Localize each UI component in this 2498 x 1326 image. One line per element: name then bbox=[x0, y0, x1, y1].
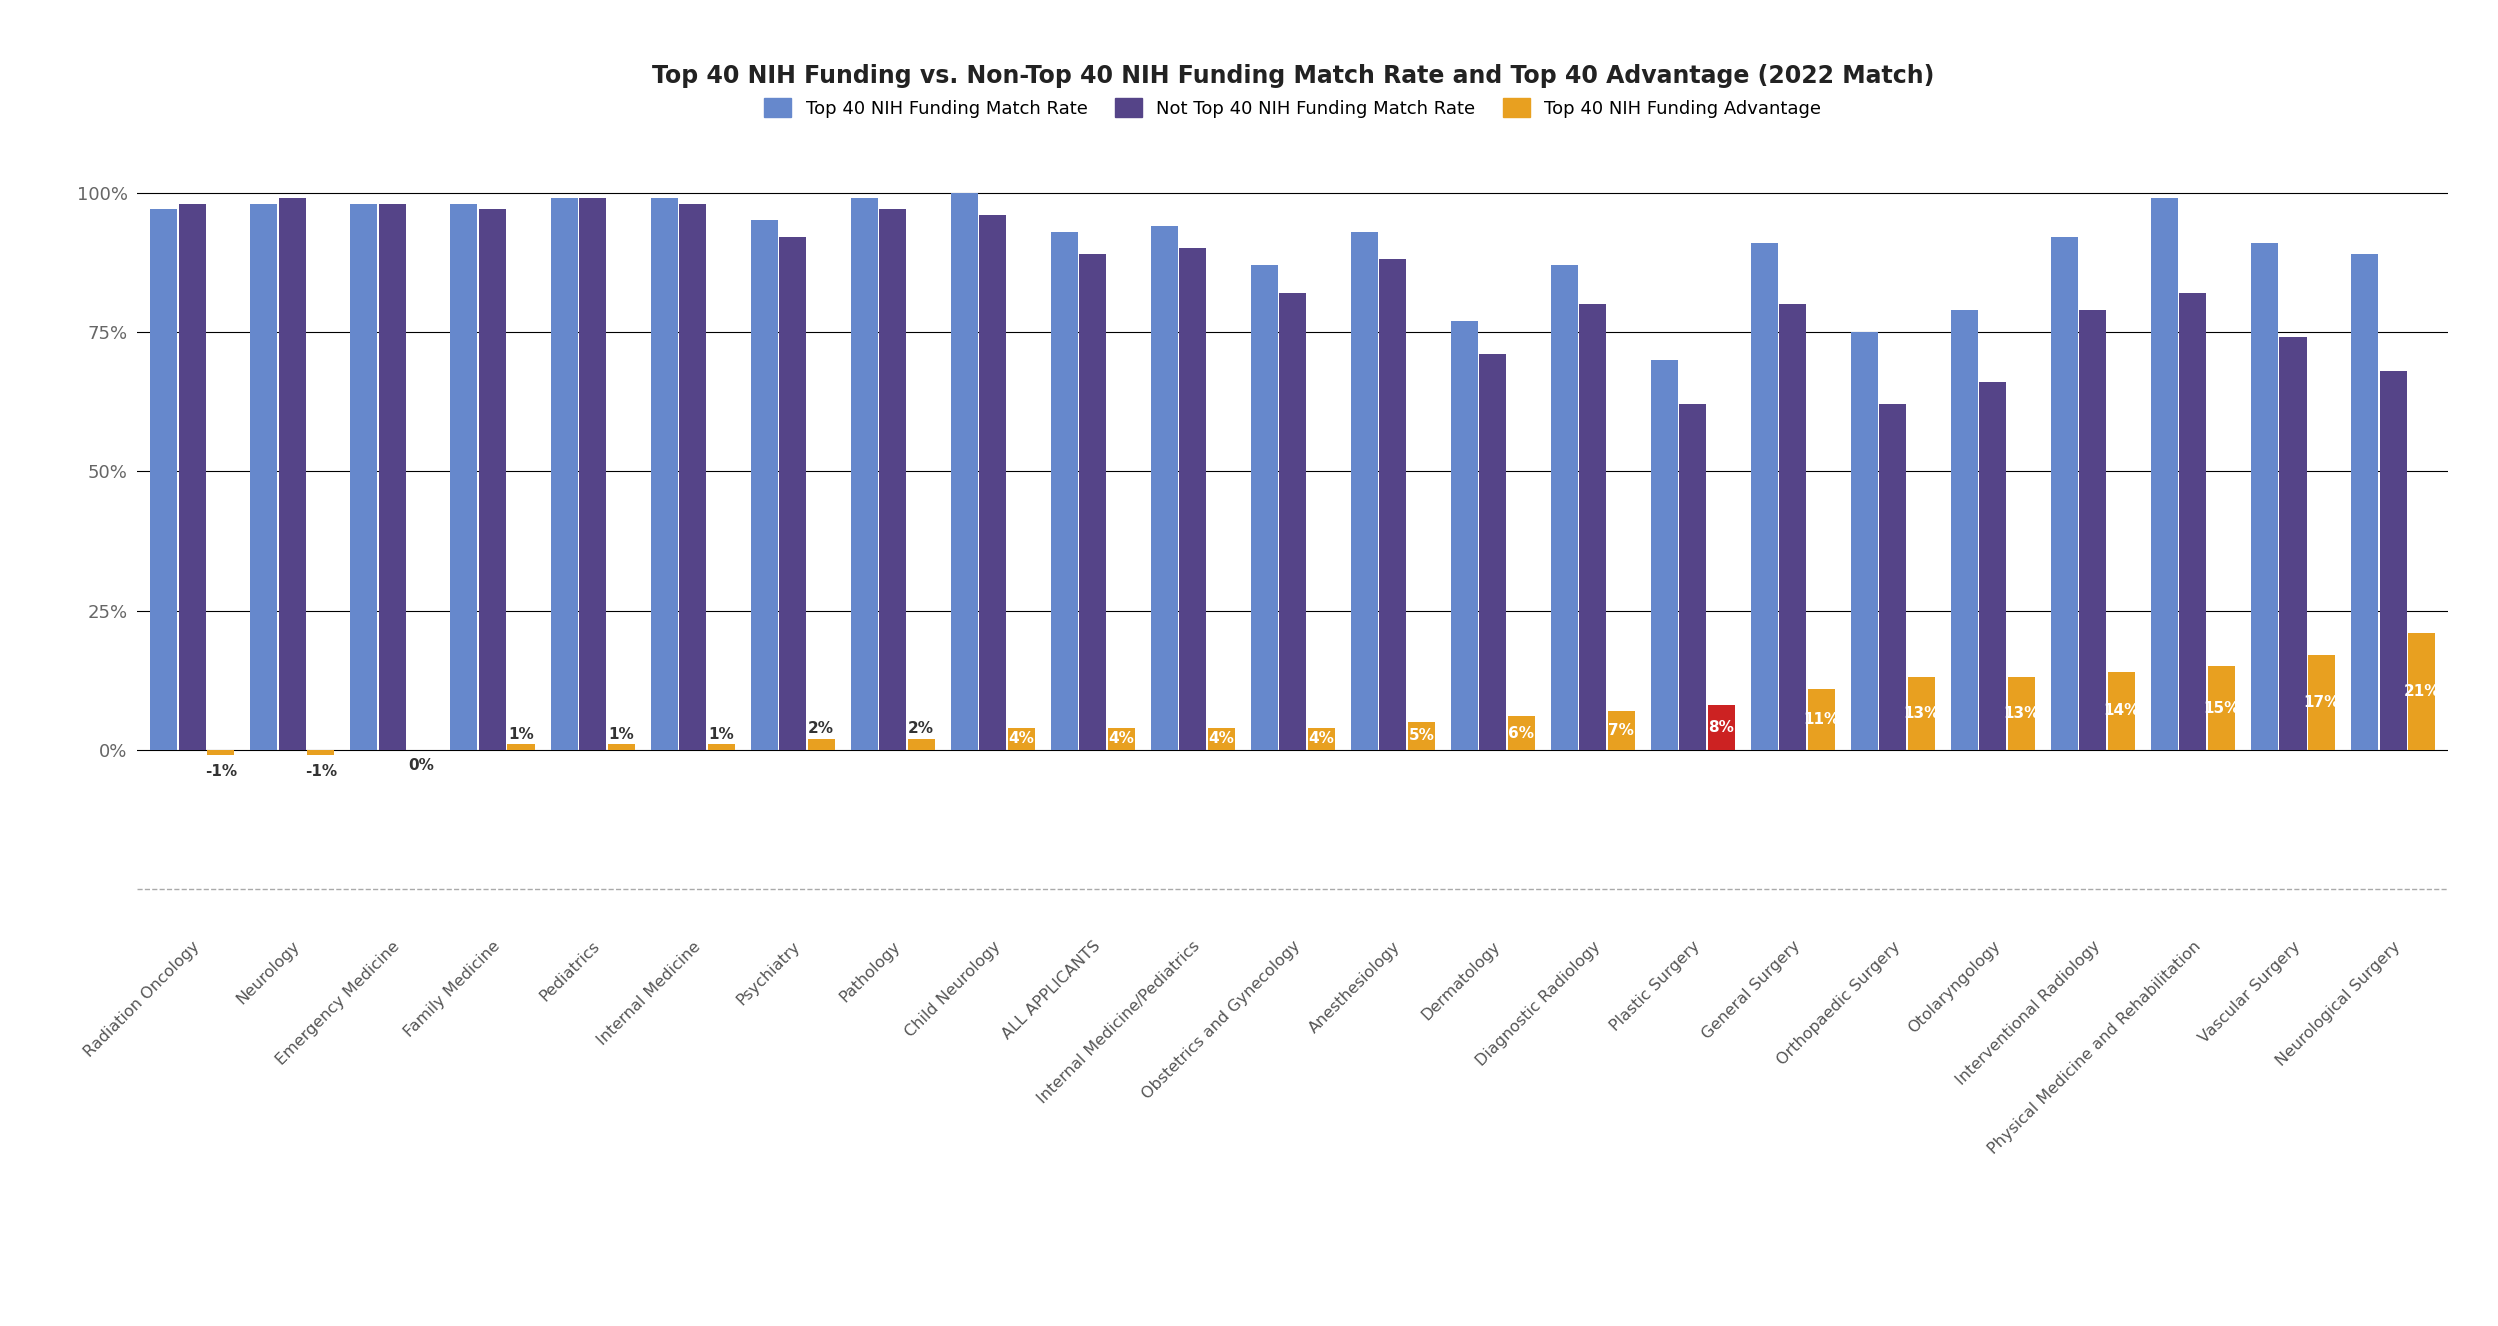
Bar bbox=[2351, 253, 2378, 751]
Bar bbox=[907, 739, 934, 751]
Bar bbox=[749, 220, 777, 751]
Bar bbox=[2178, 293, 2206, 751]
Bar bbox=[1079, 253, 1107, 751]
Text: 13%: 13% bbox=[1903, 707, 1938, 721]
Bar bbox=[707, 744, 734, 751]
Bar bbox=[250, 204, 277, 751]
Bar bbox=[1951, 309, 1978, 751]
Text: 15%: 15% bbox=[2203, 700, 2241, 716]
Bar bbox=[150, 210, 177, 751]
Bar bbox=[1052, 232, 1077, 751]
Bar bbox=[1279, 293, 1306, 751]
Bar bbox=[1007, 728, 1034, 751]
Bar bbox=[1107, 728, 1134, 751]
Bar bbox=[450, 204, 477, 751]
Bar bbox=[207, 751, 235, 756]
Bar bbox=[1609, 711, 1634, 751]
Bar bbox=[350, 204, 377, 751]
Bar bbox=[1179, 248, 1207, 751]
Bar bbox=[2008, 678, 2036, 751]
Bar bbox=[879, 210, 907, 751]
Bar bbox=[1152, 225, 1177, 751]
Text: 17%: 17% bbox=[2303, 695, 2341, 709]
Bar bbox=[2308, 655, 2336, 751]
Bar bbox=[1851, 332, 1878, 751]
Bar bbox=[1551, 265, 1579, 751]
Text: 1%: 1% bbox=[507, 727, 535, 741]
Bar bbox=[180, 204, 205, 751]
Bar bbox=[2051, 237, 2078, 751]
Text: 0%: 0% bbox=[407, 758, 435, 773]
Bar bbox=[1779, 304, 1806, 751]
Bar bbox=[1679, 404, 1706, 751]
Text: 5%: 5% bbox=[1409, 728, 1434, 744]
Text: 8%: 8% bbox=[1709, 720, 1734, 735]
Text: 1%: 1% bbox=[707, 727, 734, 741]
Bar bbox=[1751, 243, 1779, 751]
Text: -1%: -1% bbox=[305, 764, 337, 778]
Text: -1%: -1% bbox=[205, 764, 237, 778]
Bar bbox=[852, 198, 877, 751]
Text: 7%: 7% bbox=[1609, 723, 1634, 737]
Bar bbox=[550, 198, 577, 751]
Text: 2%: 2% bbox=[909, 721, 934, 736]
Text: 4%: 4% bbox=[1009, 731, 1034, 747]
Bar bbox=[952, 192, 977, 751]
Bar bbox=[1809, 688, 1836, 751]
Bar bbox=[2381, 371, 2406, 751]
Bar bbox=[2281, 337, 2306, 751]
Bar bbox=[307, 751, 335, 756]
Bar bbox=[649, 198, 677, 751]
Bar bbox=[2078, 309, 2106, 751]
Bar bbox=[480, 210, 507, 751]
Bar bbox=[1978, 382, 2006, 751]
Text: 11%: 11% bbox=[1804, 712, 1839, 727]
Bar bbox=[2151, 198, 2178, 751]
Text: 21%: 21% bbox=[2403, 684, 2441, 699]
Bar bbox=[1908, 678, 1936, 751]
Bar bbox=[1579, 304, 1606, 751]
Bar bbox=[607, 744, 634, 751]
Bar bbox=[2208, 666, 2236, 751]
Text: 14%: 14% bbox=[2103, 703, 2141, 719]
Text: 6%: 6% bbox=[1509, 725, 1534, 741]
Bar bbox=[979, 215, 1007, 751]
Text: 2%: 2% bbox=[807, 721, 834, 736]
Bar bbox=[1651, 359, 1679, 751]
Bar bbox=[1451, 321, 1479, 751]
Bar bbox=[679, 204, 707, 751]
Bar bbox=[1309, 728, 1334, 751]
Bar bbox=[2108, 672, 2136, 751]
Bar bbox=[1709, 705, 1734, 751]
Bar bbox=[580, 198, 607, 751]
Bar bbox=[807, 739, 834, 751]
Bar bbox=[507, 744, 535, 751]
Bar bbox=[380, 204, 407, 751]
Bar bbox=[2251, 243, 2278, 751]
Bar bbox=[1878, 404, 1906, 751]
Bar bbox=[1351, 232, 1379, 751]
Bar bbox=[1409, 721, 1434, 751]
Text: 4%: 4% bbox=[1209, 731, 1234, 747]
Text: 1%: 1% bbox=[607, 727, 634, 741]
Text: 13%: 13% bbox=[2003, 707, 2038, 721]
Bar bbox=[1509, 716, 1534, 751]
Bar bbox=[1251, 265, 1276, 751]
Text: 4%: 4% bbox=[1309, 731, 1334, 747]
Title: Top 40 NIH Funding vs. Non-Top 40 NIH Funding Match Rate and Top 40 Advantage (2: Top 40 NIH Funding vs. Non-Top 40 NIH Fu… bbox=[652, 64, 1933, 88]
Bar bbox=[2408, 633, 2436, 751]
Bar bbox=[1379, 260, 1406, 751]
Bar bbox=[779, 237, 807, 751]
Bar bbox=[1207, 728, 1234, 751]
Bar bbox=[280, 198, 305, 751]
Legend: Top 40 NIH Funding Match Rate, Not Top 40 NIH Funding Match Rate, Top 40 NIH Fun: Top 40 NIH Funding Match Rate, Not Top 4… bbox=[757, 91, 1829, 125]
Bar bbox=[1479, 354, 1506, 751]
Text: 4%: 4% bbox=[1109, 731, 1134, 747]
